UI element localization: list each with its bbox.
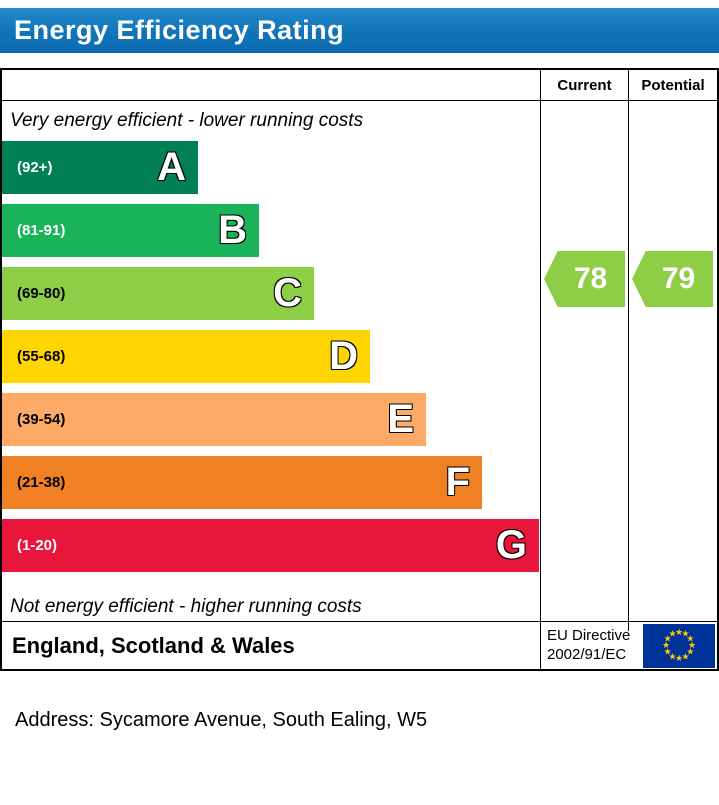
potential-rating-arrow: 79 — [632, 251, 713, 307]
band-range: (21-38) — [17, 474, 66, 491]
band-bar-d: (55-68) D — [2, 330, 370, 383]
svg-text:★: ★ — [686, 647, 694, 657]
band-range: (92+) — [17, 159, 53, 176]
eu-directive-line1: EU Directive — [547, 626, 631, 644]
band-bar-f: (21-38) F — [2, 456, 482, 509]
band-bar-e: (39-54) E — [2, 393, 426, 446]
svg-text:★: ★ — [664, 634, 672, 644]
band-row-b: (81-91) B — [2, 204, 540, 257]
chart-footer: England, Scotland & Wales EU Directive 2… — [2, 621, 717, 669]
caption-not-efficient: Not energy efficient - higher running co… — [10, 595, 362, 617]
bands-column: Very energy efficient - lower running co… — [2, 101, 540, 631]
svg-text:★: ★ — [681, 652, 689, 662]
band-row-a: (92+) A — [2, 141, 540, 194]
svg-text:★: ★ — [681, 629, 689, 639]
caption-efficient: Very energy efficient - lower running co… — [10, 110, 364, 131]
band-range: (69-80) — [17, 285, 66, 302]
band-range: (39-54) — [17, 411, 66, 428]
eu-directive-label: EU Directive 2002/91/EC — [541, 627, 630, 665]
current-rating-arrow: 78 — [544, 251, 625, 307]
chart-header-row: Current Potential — [2, 70, 717, 101]
potential-column-header: Potential — [628, 70, 717, 101]
potential-column: 79 — [628, 101, 717, 631]
band-letter: A — [157, 145, 186, 189]
band-range: (55-68) — [17, 348, 66, 365]
band-letter: D — [329, 334, 358, 378]
band-range: (81-91) — [17, 222, 66, 239]
band-row-d: (55-68) D — [2, 330, 540, 383]
svg-text:★: ★ — [675, 654, 683, 664]
band-bar-a: (92+) A — [2, 141, 198, 194]
chart-header-spacer — [2, 70, 540, 101]
svg-text:★: ★ — [662, 641, 670, 651]
band-letter: C — [273, 271, 302, 315]
svg-text:★: ★ — [668, 652, 676, 662]
band-range: (1-20) — [17, 537, 58, 554]
band-bar-b: (81-91) B — [2, 204, 259, 257]
page-title: Energy Efficiency Rating — [14, 15, 345, 45]
band-bar-c: (69-80) C — [2, 267, 314, 320]
svg-text:★: ★ — [664, 647, 672, 657]
current-rating-value: 78 — [573, 262, 608, 295]
svg-text:★: ★ — [675, 628, 683, 638]
current-column: 78 — [540, 101, 628, 631]
band-row-e: (39-54) E — [2, 393, 540, 446]
chart-body: Very energy efficient - lower running co… — [2, 101, 717, 631]
region-label: England, Scotland & Wales — [12, 632, 295, 658]
svg-text:★: ★ — [668, 629, 676, 639]
potential-rating-value: 79 — [661, 262, 696, 295]
band-row-c: (69-80) C — [2, 267, 540, 320]
svg-text:★: ★ — [688, 641, 696, 651]
eu-directive-line2: 2002/91/EC — [547, 645, 627, 663]
epc-title-bar: Energy Efficiency Rating — [0, 8, 719, 53]
svg-text:★: ★ — [686, 634, 694, 644]
band-letter: E — [387, 397, 414, 441]
band-row-f: (21-38) F — [2, 456, 540, 509]
eu-flag-icon: ★ ★ ★ ★ ★ ★ ★ ★ ★ ★ ★ ★ — [643, 623, 715, 668]
band-letter: F — [445, 460, 470, 504]
directive-section: EU Directive 2002/91/EC ★ ★ ★ ★ ★ ★ ★ ★ … — [540, 622, 717, 669]
band-row-g: (1-20) G — [2, 519, 540, 572]
band-letter: B — [218, 208, 247, 252]
band-bar-g: (1-20) G — [2, 519, 539, 572]
band-letter: G — [495, 523, 527, 567]
epc-chart: Current Potential Very energy efficient … — [0, 68, 719, 671]
current-column-header: Current — [540, 70, 628, 101]
address-line: Address: Sycamore Avenue, South Ealing, … — [15, 709, 428, 731]
